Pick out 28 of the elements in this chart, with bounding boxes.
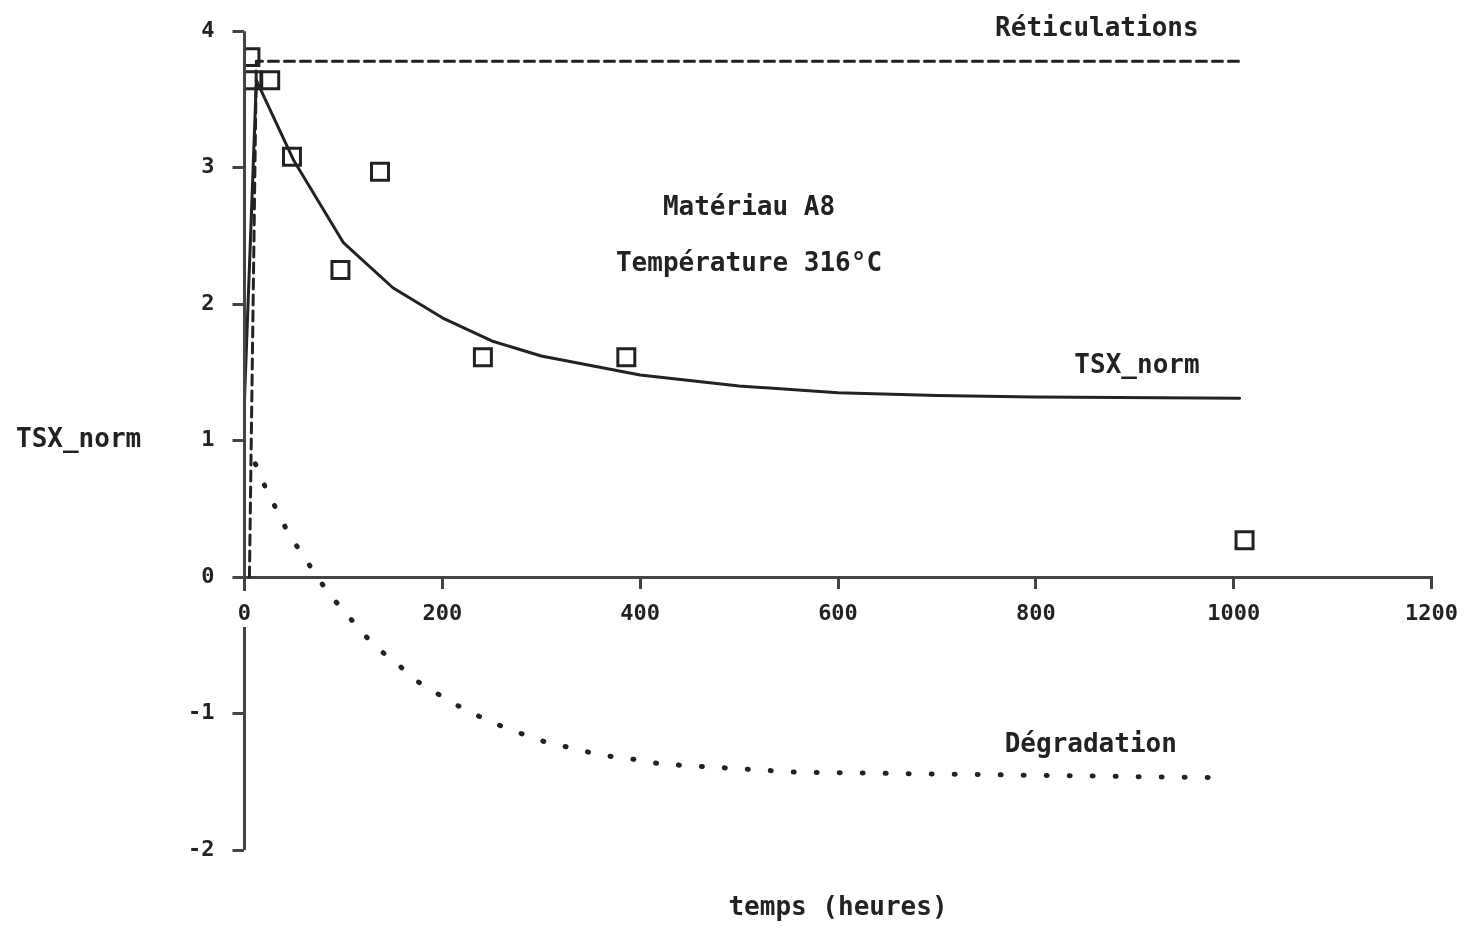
x-axis-title: temps (heures) — [728, 890, 948, 921]
point — [370, 161, 390, 182]
y-axis-title: TSX_norm — [16, 423, 142, 454]
x-tick-label: 400 — [620, 599, 661, 625]
x-tick-label: 0 — [237, 599, 252, 625]
point — [616, 347, 637, 368]
annotation: Matériau A8 — [662, 191, 836, 222]
series-label: Dégradation — [1004, 728, 1177, 759]
x-tick-label: 600 — [818, 599, 858, 625]
series-label: Réticulations — [995, 11, 1199, 42]
x-tick-label: 800 — [1015, 599, 1056, 625]
point — [330, 260, 351, 280]
point — [472, 347, 493, 368]
y-tick-label: 3 — [201, 153, 215, 179]
annotation: Température 316°C — [615, 247, 883, 278]
y-tick-label: -2 — [187, 835, 215, 861]
x-tick-label: 1200 — [1405, 599, 1458, 625]
series-label: TSX_norm — [1074, 349, 1200, 380]
point — [1234, 530, 1255, 551]
y-tick-label: 1 — [201, 426, 215, 452]
y-tick-label: -1 — [187, 699, 215, 725]
point — [260, 70, 281, 91]
point — [281, 146, 302, 167]
y-tick-label: 2 — [201, 289, 215, 315]
y-tick-label: 0 — [201, 562, 215, 588]
y-tick-label: 4 — [201, 16, 215, 42]
x-tick-label: 1000 — [1207, 599, 1261, 625]
x-tick-label: 200 — [422, 599, 463, 625]
